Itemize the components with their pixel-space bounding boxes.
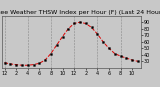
Title: Milwaukee Weather THSW Index per Hour (F) (Last 24 Hours): Milwaukee Weather THSW Index per Hour (F… [0,10,160,15]
